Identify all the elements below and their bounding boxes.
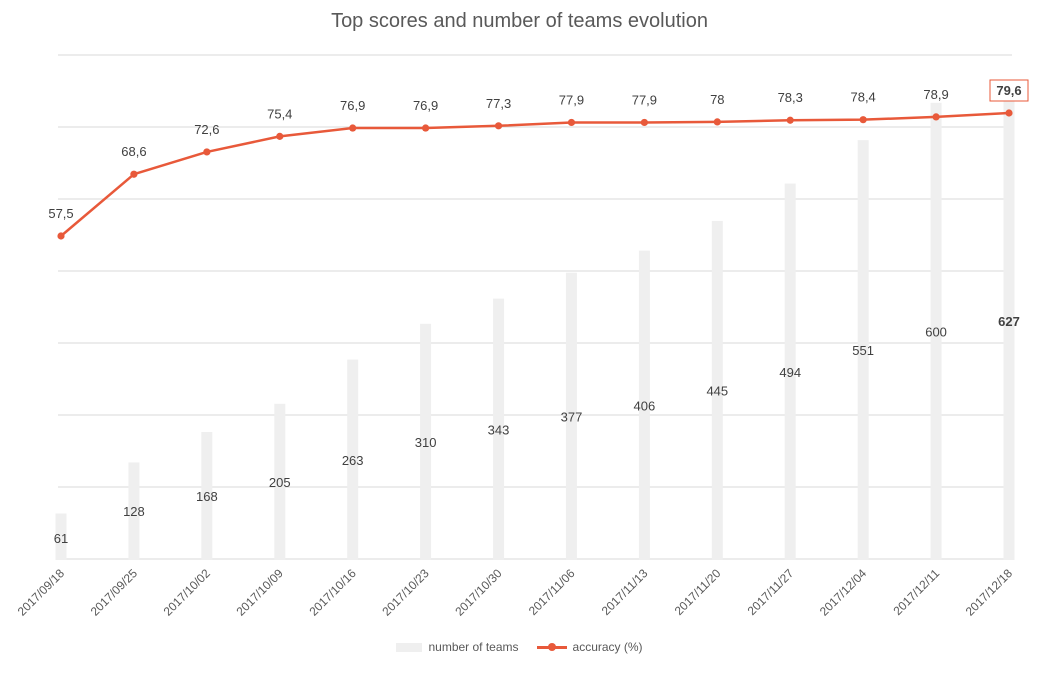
accuracy-label-2017/09/18: 57,5 <box>48 206 73 221</box>
legend-label-accuracy: accuracy (%) <box>572 640 643 654</box>
accuracy-label-2017/10/09: 75,4 <box>267 106 292 121</box>
legend-item-teams: number of teams <box>396 640 519 654</box>
accuracy-point-2017/10/23 <box>422 124 430 132</box>
bar-label-2017/10/30: 343 <box>488 422 510 437</box>
bar-label-2017/09/25: 128 <box>123 504 145 519</box>
accuracy-point-2017/10/30 <box>494 122 503 130</box>
accuracy-point-2017/10/16 <box>349 124 357 132</box>
bar-2017/09/25 <box>128 462 140 560</box>
accuracy-label-2017/11/06: 77,9 <box>559 92 584 107</box>
legend-label-teams: number of teams <box>428 640 519 654</box>
accuracy-label-2017/12/04: 78,4 <box>850 90 875 105</box>
x-tick-2017/11/13: 2017/11/13 <box>599 566 651 618</box>
bar-2017/09/18 <box>55 513 67 560</box>
accuracy-label-2017/10/02: 72,6 <box>194 122 219 137</box>
accuracy-point-2017/10/09 <box>276 132 284 140</box>
bar-2017/11/06 <box>565 272 577 560</box>
x-axis-ticks: 2017/09/18 2017/09/25 2017/10/02 2017/10/09… <box>15 566 1016 619</box>
bar-label-2017/12/11: 600 <box>925 324 947 339</box>
bar-series <box>55 82 1015 561</box>
accuracy-point-2017/12/18 <box>1005 109 1013 117</box>
bar-2017/12/11 <box>930 102 942 561</box>
legend: number of teams accuracy (%) <box>0 640 1039 654</box>
x-tick-2017/09/25: 2017/09/25 <box>88 566 141 619</box>
bar-labels: 61 128 168 205 263 310 343 377 406 445 494 551 600 62… <box>54 314 1020 546</box>
accuracy-label-2017/09/25: 68,6 <box>121 144 146 159</box>
chart-title: Top scores and number of teams evolution <box>331 10 708 32</box>
accuracy-line <box>60 111 1010 237</box>
bar-label-2017/10/23: 310 <box>415 435 437 450</box>
accuracy-label-2017/11/13: 77,9 <box>632 92 657 107</box>
bar-2017/10/30 <box>493 298 505 560</box>
bar-label-2017/10/09: 205 <box>269 475 291 490</box>
x-tick-2017/11/27: 2017/11/27 <box>745 566 797 618</box>
x-tick-2017/10/16: 2017/10/16 <box>306 566 359 619</box>
x-tick-2017/12/11: 2017/12/11 <box>890 566 942 618</box>
bar-label-2017/12/04: 551 <box>852 343 874 358</box>
line-labels: 57,5 68,6 72,6 75,4 76,9 76,9 77,3 77,9 77,9 78 78… <box>48 79 1029 221</box>
accuracy-point-2017/11/27 <box>786 116 794 124</box>
bar-label-2017/09/18: 61 <box>54 531 68 546</box>
gridlines <box>58 54 1012 560</box>
bar-2017/10/16 <box>347 359 359 560</box>
bar-2017/10/02 <box>201 431 213 560</box>
bar-label-2017/10/16: 263 <box>342 453 364 468</box>
accuracy-point-2017/12/11 <box>932 113 940 121</box>
accuracy-label-2017/11/20: 78 <box>710 92 724 107</box>
x-tick-2017/11/06: 2017/11/06 <box>526 566 578 618</box>
accuracy-point-2017/10/02 <box>203 148 211 156</box>
accuracy-label-2017/12/11: 78,9 <box>923 87 948 102</box>
bar-2017/11/20 <box>711 220 723 560</box>
bar-2017/12/04 <box>857 140 869 560</box>
accuracy-point-2017/11/20 <box>713 118 721 126</box>
bar-label-2017/12/18: 627 <box>998 314 1020 329</box>
x-tick-2017/10/02: 2017/10/02 <box>161 566 214 619</box>
accuracy-point-2017/11/13 <box>640 118 648 127</box>
bar-label-2017/11/20: 445 <box>706 383 728 398</box>
bar-label-2017/11/06: 377 <box>561 409 583 424</box>
accuracy-point-2017/12/04 <box>859 116 867 124</box>
highlight-box <box>989 79 1029 102</box>
accuracy-point-2017/09/18 <box>57 232 65 240</box>
accuracy-label-2017/10/30: 77,3 <box>486 96 511 111</box>
bar-2017/10/09 <box>274 403 286 560</box>
accuracy-label-2017/10/16: 76,9 <box>340 98 365 113</box>
bar-label-2017/11/27: 494 <box>779 365 801 380</box>
bar-2017/11/13 <box>638 250 650 561</box>
accuracy-point-2017/09/25 <box>130 170 138 178</box>
x-tick-2017/11/20: 2017/11/20 <box>672 566 724 618</box>
bar-label-2017/10/02: 168 <box>196 489 218 504</box>
legend-item-accuracy: accuracy (%) <box>536 640 643 654</box>
accuracy-label-2017/11/27: 78,3 <box>778 90 803 105</box>
x-tick-2017/10/23: 2017/10/23 <box>379 566 432 619</box>
bar-2017/11/27 <box>784 183 796 560</box>
x-tick-2017/10/30: 2017/10/30 <box>452 566 505 619</box>
x-tick-2017/10/09: 2017/10/09 <box>234 566 287 619</box>
legend-line-swatch <box>536 642 567 652</box>
bar-2017/12/18 <box>1003 82 1015 560</box>
bar-2017/10/23 <box>420 323 432 560</box>
line-series <box>57 109 1013 240</box>
x-tick-2017/09/18: 2017/09/18 <box>15 566 68 619</box>
x-tick-2017/12/04: 2017/12/04 <box>817 566 870 619</box>
accuracy-label-2017/12/18: 79,6 <box>996 83 1021 98</box>
bar-label-2017/11/13: 406 <box>634 398 656 413</box>
x-tick-2017/12/18: 2017/12/18 <box>963 566 1016 619</box>
accuracy-label-2017/10/23: 76,9 <box>413 98 438 113</box>
legend-bar-swatch <box>396 642 423 652</box>
accuracy-point-2017/11/06 <box>567 118 576 127</box>
